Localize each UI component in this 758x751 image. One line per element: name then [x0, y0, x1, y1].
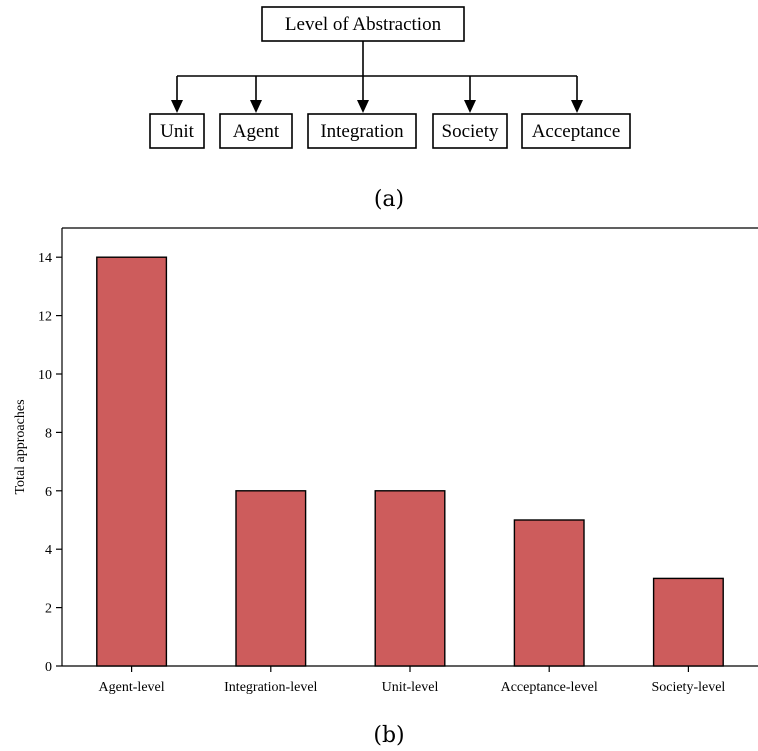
- x-tick-label: Integration-level: [224, 680, 317, 695]
- caption-b: (b): [373, 723, 404, 748]
- child-label-society: Society: [442, 121, 499, 142]
- child-box-society: [432, 113, 508, 149]
- arrow-head-3: [464, 100, 476, 113]
- child-box-agent: [219, 113, 293, 149]
- child-integration: Integration: [307, 113, 417, 149]
- bar-integration-level: [235, 490, 307, 667]
- y-tick-label: 0: [45, 660, 52, 675]
- arrow-head-2: [357, 100, 369, 113]
- abstraction-diagram: Level of Abstraction Unit Agent Integrat…: [149, 6, 631, 212]
- y-tick-label: 8: [45, 426, 52, 441]
- x-tick-label: Society-level: [651, 680, 725, 695]
- bars: [96, 256, 724, 667]
- y-axis-label: Total approaches: [13, 399, 28, 494]
- child-label-agent: Agent: [233, 121, 280, 142]
- y-tick-label: 12: [38, 310, 52, 325]
- x-ticks: Agent-level Integration-level Unit-level Ac…: [99, 666, 725, 695]
- child-label-unit: Unit: [160, 121, 195, 142]
- arrow-head-0: [171, 100, 183, 113]
- y-ticks: 0 2 4 6 8 10 12 14: [38, 251, 62, 675]
- child-society: Society: [432, 113, 508, 149]
- child-box-unit: [149, 113, 205, 149]
- root-label: Level of Abstraction: [285, 14, 442, 35]
- child-agent: Agent: [219, 113, 293, 149]
- child-box-acceptance: [521, 113, 631, 149]
- child-label-integration: Integration: [320, 121, 404, 142]
- y-tick-label: 14: [38, 251, 52, 266]
- x-tick-label: Agent-level: [99, 680, 165, 695]
- bar-chart: 0 2 4 6 8 10 12 14 Agent-level Integration-level…: [13, 227, 758, 748]
- bar-agent-level: [96, 256, 168, 667]
- arrow-head-1: [250, 100, 262, 113]
- bar-society-level: [652, 577, 724, 667]
- root-box: [261, 6, 465, 42]
- x-tick-label: Unit-level: [382, 680, 439, 695]
- child-label-acceptance: Acceptance: [532, 121, 621, 142]
- child-acceptance: Acceptance: [521, 113, 631, 149]
- child-box-integration: [307, 113, 417, 149]
- bar-acceptance-level: [513, 519, 585, 667]
- child-unit: Unit: [149, 113, 205, 149]
- child-arrows: [171, 76, 583, 113]
- x-tick-label: Acceptance-level: [501, 680, 598, 695]
- arrow-head-4: [571, 100, 583, 113]
- y-tick-label: 6: [45, 485, 52, 500]
- y-tick-label: 4: [45, 543, 52, 558]
- bar-unit-level: [374, 490, 446, 667]
- y-tick-label: 2: [45, 602, 52, 617]
- caption-a: (a): [374, 187, 404, 212]
- y-tick-label: 10: [38, 368, 52, 383]
